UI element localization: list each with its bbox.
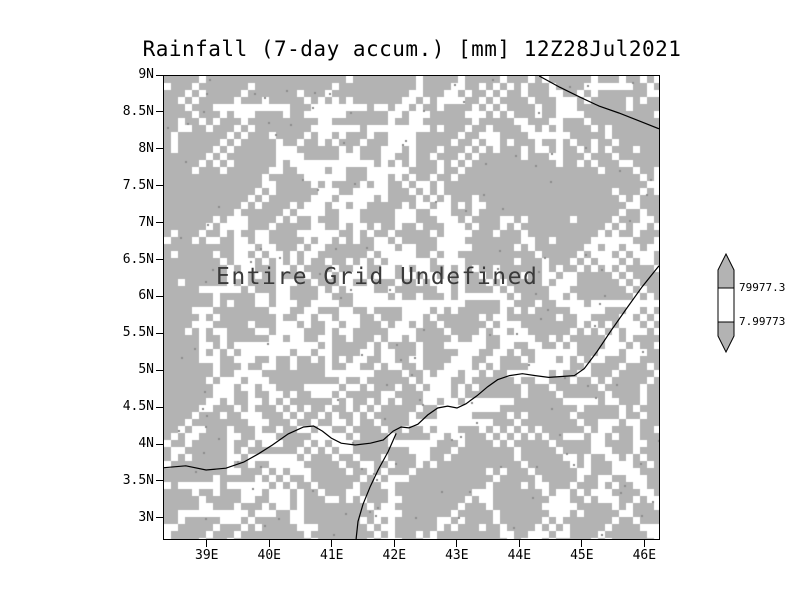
y-tick-label: 6N xyxy=(138,288,154,304)
x-tick-mark xyxy=(331,540,333,547)
x-tick-label: 45E xyxy=(570,548,594,563)
colorbar: 79977.3 7.99773 xyxy=(705,250,792,362)
y-tick-mark xyxy=(156,222,163,224)
undefined-grid-texture xyxy=(164,76,659,539)
coastline-overlay xyxy=(164,76,659,539)
colorbar-above-segment xyxy=(718,254,734,288)
y-tick-label: 6.5N xyxy=(122,251,154,267)
x-tick-mark xyxy=(581,540,583,547)
map-line-coastline-northeast xyxy=(538,76,659,130)
y-tick-mark xyxy=(156,443,163,445)
y-tick-label: 7.5N xyxy=(122,177,154,193)
y-tick-mark xyxy=(156,148,163,150)
y-tick-mark xyxy=(156,369,163,371)
y-tick-label: 4.5N xyxy=(122,399,154,415)
y-tick-label: 8.5N xyxy=(122,103,154,119)
map-line-river-line xyxy=(355,433,397,539)
y-tick-mark xyxy=(156,295,163,297)
colorbar-label-bottom: 7.99773 xyxy=(739,315,786,328)
entire-grid-undefined-label: Entire Grid Undefined xyxy=(216,264,539,290)
colorbar-band-segment xyxy=(718,288,734,322)
y-tick-mark xyxy=(156,480,163,482)
y-tick-mark xyxy=(156,406,163,408)
map-line-coastline-south xyxy=(164,265,659,471)
x-tick-mark xyxy=(206,540,208,547)
y-tick-label: 3N xyxy=(138,509,154,525)
x-tick-label: 46E xyxy=(632,548,657,563)
colorbar-arrow xyxy=(717,252,735,354)
x-tick-mark xyxy=(268,540,270,547)
colorbar-below-segment xyxy=(718,322,734,352)
x-tick-mark xyxy=(456,540,458,547)
x-tick-label: 41E xyxy=(320,548,344,563)
x-tick-mark xyxy=(393,540,395,547)
colorbar-label-top: 79977.3 xyxy=(739,281,786,294)
y-tick-label: 5.5N xyxy=(122,325,154,341)
y-tick-label: 4N xyxy=(138,436,154,452)
x-tick-label: 40E xyxy=(257,548,281,563)
y-tick-mark xyxy=(156,332,163,334)
chart-title: Rainfall (7-day accum.) [mm] 12Z28Jul202… xyxy=(142,37,682,61)
y-tick-mark xyxy=(156,111,163,113)
y-tick-mark xyxy=(156,517,163,519)
y-tick-label: 8N xyxy=(138,140,154,156)
y-tick-label: 3.5N xyxy=(122,472,154,488)
plot-area: Entire Grid Undefined xyxy=(163,75,660,540)
x-tick-mark xyxy=(643,540,645,547)
y-tick-label: 9N xyxy=(138,67,154,82)
x-tick-label: 42E xyxy=(382,548,407,563)
x-tick-label: 44E xyxy=(507,548,532,563)
y-tick-label: 5N xyxy=(138,362,154,378)
y-tick-mark xyxy=(156,259,163,261)
y-tick-mark xyxy=(156,185,163,187)
x-tick-label: 39E xyxy=(195,548,219,563)
y-tick-label: 7N xyxy=(138,214,154,230)
y-tick-mark xyxy=(156,74,163,76)
x-tick-mark xyxy=(518,540,520,547)
x-tick-label: 43E xyxy=(445,548,469,563)
